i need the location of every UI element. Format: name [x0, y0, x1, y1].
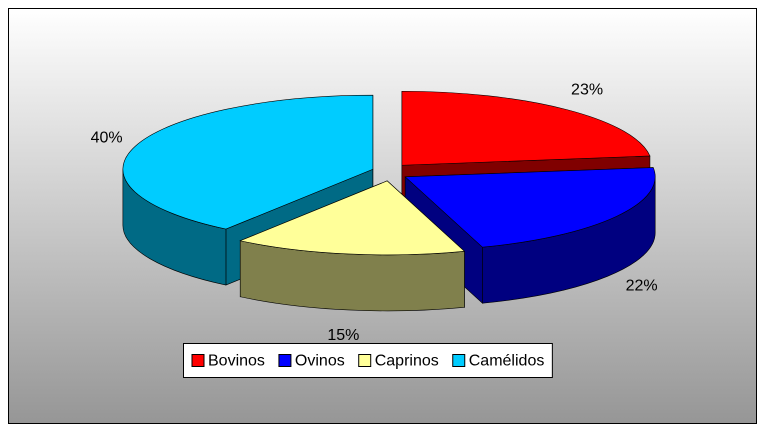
slice	[404, 167, 656, 248]
legend: Bovinos Ovinos Caprinos Camélidos	[183, 343, 553, 378]
legend-label: Bovinos	[208, 353, 265, 370]
legend-label: Caprinos	[375, 353, 439, 370]
slice	[239, 180, 466, 256]
data-label: 40%	[91, 130, 123, 147]
legend-label: Camélidos	[469, 353, 545, 370]
legend-label: Ovinos	[295, 353, 345, 370]
data-label: 23%	[571, 81, 603, 98]
legend-swatch	[191, 354, 205, 367]
pie: 23% 22% 15% 40%	[91, 81, 658, 343]
legend-swatch	[452, 354, 466, 367]
data-label: 22%	[626, 278, 658, 295]
legend-swatch	[278, 354, 292, 367]
slice	[401, 90, 651, 166]
legend-swatch	[358, 354, 372, 367]
slice	[122, 94, 374, 230]
data-label: 15%	[327, 327, 359, 344]
